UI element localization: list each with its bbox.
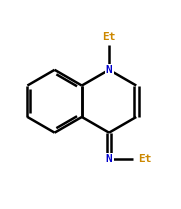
Text: Et: Et [102, 32, 116, 42]
Text: N: N [106, 154, 112, 164]
Text: N: N [106, 65, 112, 75]
Text: Et: Et [138, 154, 151, 164]
